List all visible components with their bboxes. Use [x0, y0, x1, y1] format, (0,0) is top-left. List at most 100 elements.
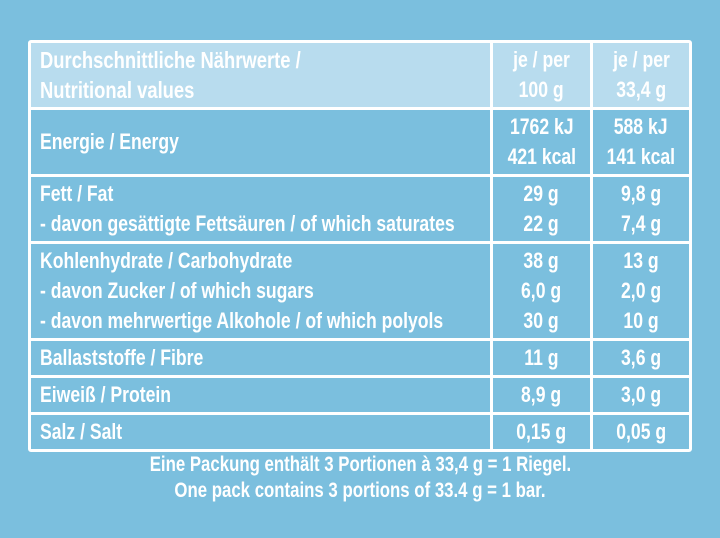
header-title: Durchschnittliche Nährwerte /: [40, 47, 301, 73]
value-per-100g-text-line: 0,15 g: [493, 417, 590, 447]
row-label: Ballaststoffe / Fibre: [40, 345, 204, 370]
value-per-33g-text-line: 10 g: [593, 306, 689, 336]
row-label: - davon gesättigte Fettsäuren / of which…: [40, 211, 455, 236]
value-per-33g-text: 7,4 g: [620, 211, 662, 236]
row-label-cell: Energie / Energy: [31, 110, 490, 174]
table-row: Fett / Fat - davon gesättigte Fettsäuren …: [31, 174, 689, 241]
value-per-100g-text-line: 6,0 g: [493, 276, 590, 306]
row-label: Kohlenhydrate / Carbohydrate: [40, 248, 293, 273]
value-per-33g-text: 588 kJ: [614, 114, 668, 139]
row-label-line: Fett / Fat: [40, 179, 486, 209]
col-header-per-33g-text: 33,4 g: [616, 77, 666, 102]
value-per-33g-text-line: 7,4 g: [593, 209, 689, 239]
value-per-100g: 38 g 6,0 g 30 g: [490, 244, 590, 338]
nutrition-table: Durchschnittliche Nährwerte / Nutritional…: [28, 40, 692, 452]
value-per-100g-text-line: 38 g: [493, 246, 590, 276]
value-per-100g-text: 6,0 g: [521, 278, 562, 303]
value-per-100g-text: 421 kcal: [507, 144, 576, 169]
value-per-100g-text-line: 29 g: [493, 179, 590, 209]
value-per-100g-text: 29 g: [523, 181, 560, 206]
header-title-line: Durchschnittliche Nährwerte /: [40, 45, 486, 75]
pack-info-text-de: Eine Packung enthält 3 Portionen à 33,4 …: [149, 453, 571, 476]
pack-info-line-en: One pack contains 3 portions of 33.4 g =…: [0, 478, 720, 504]
value-per-100g-text: 11 g: [524, 345, 559, 370]
value-per-33g-text: 3,0 g: [620, 382, 662, 407]
value-per-100g-text-line: 11 g: [493, 343, 590, 373]
row-label: - davon Zucker / of which sugars: [40, 278, 314, 303]
col-header-per-100g-text: 100 g: [518, 77, 564, 102]
value-per-100g-text-line: 30 g: [493, 306, 590, 336]
value-per-100g-text-line: 22 g: [493, 209, 590, 239]
row-label-line: Ballaststoffe / Fibre: [40, 343, 486, 373]
value-per-33g: 588 kJ 141 kcal: [590, 110, 689, 174]
value-per-33g-text: 0,05 g: [616, 419, 666, 444]
value-per-100g: 1762 kJ 421 kcal: [490, 110, 590, 174]
row-label-line: Kohlenhydrate / Carbohydrate: [40, 246, 486, 276]
value-per-33g-text: 2,0 g: [620, 278, 662, 303]
value-per-33g-text-line: 3,6 g: [593, 343, 689, 373]
table-row: Kohlenhydrate / Carbohydrate - davon Zuck…: [31, 241, 689, 338]
table-row: Energie / Energy 1762 kJ 421 kcal 588 kJ 141…: [31, 107, 689, 174]
col-header-per-100g-text-line: je / per: [493, 45, 590, 75]
value-per-100g-text: 0,15 g: [516, 419, 567, 444]
row-label-cell: Kohlenhydrate / Carbohydrate - davon Zuck…: [31, 244, 490, 338]
value-per-33g-text-line: 2,0 g: [593, 276, 689, 306]
value-per-33g: 3,6 g: [590, 341, 689, 375]
value-per-33g-text: 141 kcal: [606, 144, 676, 169]
value-per-100g-text-line: 421 kcal: [493, 142, 590, 172]
value-per-100g-text: 1762 kJ: [509, 114, 574, 139]
row-label-cell: Fett / Fat - davon gesättigte Fettsäuren …: [31, 177, 490, 241]
row-label: - davon mehrwertige Alkohole / of which …: [40, 308, 444, 333]
value-per-33g-text: 9,8 g: [620, 181, 662, 206]
value-per-100g-text: 8,9 g: [521, 382, 562, 407]
table-row: Ballaststoffe / Fibre 11 g 3,6 g: [31, 338, 689, 375]
table-row: Salz / Salt 0,15 g 0,05 g: [31, 412, 689, 449]
row-label-line: Energie / Energy: [40, 127, 486, 157]
pack-info-text-en: One pack contains 3 portions of 33.4 g =…: [174, 479, 546, 502]
value-per-33g-text: 3,6 g: [620, 345, 662, 370]
row-label-line: - davon gesättigte Fettsäuren / of which…: [40, 209, 486, 239]
value-per-100g-text: 30 g: [523, 308, 560, 333]
value-per-100g: 8,9 g: [490, 378, 590, 412]
table-header-row: Durchschnittliche Nährwerte / Nutritional…: [31, 43, 689, 107]
row-label: Energie / Energy: [40, 129, 179, 154]
row-label-line: Salz / Salt: [40, 417, 486, 447]
row-label-cell: Ballaststoffe / Fibre: [31, 341, 490, 375]
value-per-33g-text-line: 0,05 g: [593, 417, 689, 447]
value-per-100g-text-line: 8,9 g: [493, 380, 590, 410]
value-per-33g-text-line: 9,8 g: [593, 179, 689, 209]
row-label-cell: Eiweiß / Protein: [31, 378, 490, 412]
value-per-100g: 0,15 g: [490, 415, 590, 449]
value-per-33g: 0,05 g: [590, 415, 689, 449]
row-label-cell: Salz / Salt: [31, 415, 490, 449]
pack-info-line-de: Eine Packung enthält 3 Portionen à 33,4 …: [0, 452, 720, 478]
value-per-100g-text-line: 1762 kJ: [493, 112, 590, 142]
col-header-per-100g-text-line: 100 g: [493, 75, 590, 105]
value-per-33g: 9,8 g 7,4 g: [590, 177, 689, 241]
value-per-33g-text: 13 g: [623, 248, 659, 273]
col-header-per-100g-text: je / per: [513, 47, 570, 72]
value-per-33g: 13 g 2,0 g 10 g: [590, 244, 689, 338]
value-per-33g-text-line: 588 kJ: [593, 112, 689, 142]
value-per-100g: 29 g 22 g: [490, 177, 590, 241]
value-per-33g-text-line: 3,0 g: [593, 380, 689, 410]
row-label-line: - davon mehrwertige Alkohole / of which …: [40, 306, 486, 336]
value-per-33g-text-line: 141 kcal: [593, 142, 689, 172]
value-per-100g-text: 38 g: [523, 248, 560, 273]
value-per-33g-text-line: 13 g: [593, 246, 689, 276]
col-header-per-33g-text-line: 33,4 g: [593, 75, 689, 105]
pack-info: Eine Packung enthält 3 Portionen à 33,4 …: [0, 452, 720, 504]
value-per-33g: 3,0 g: [590, 378, 689, 412]
row-label: Fett / Fat: [40, 181, 114, 206]
header-title: Nutritional values: [40, 77, 195, 103]
header-title-cell: Durchschnittliche Nährwerte / Nutritional…: [31, 43, 490, 107]
col-header-per-33g-text: je / per: [612, 47, 670, 72]
row-label-line: Eiweiß / Protein: [40, 380, 486, 410]
header-title-line: Nutritional values: [40, 75, 486, 105]
col-header-per-33g-text-line: je / per: [593, 45, 689, 75]
value-per-100g: 11 g: [490, 341, 590, 375]
row-label: Salz / Salt: [40, 419, 123, 444]
value-per-100g-text: 22 g: [523, 211, 560, 236]
col-header-per-33g: je / per 33,4 g: [590, 43, 689, 107]
